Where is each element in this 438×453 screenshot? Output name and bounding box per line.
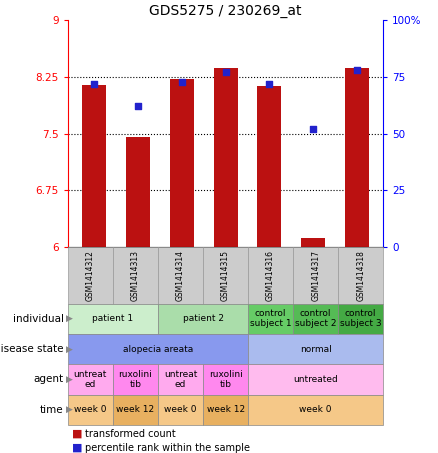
Text: GSM1414315: GSM1414315 [221, 250, 230, 301]
Bar [248, 247, 293, 304]
Point [310, 125, 317, 133]
Bar [113, 247, 158, 304]
Point [134, 103, 141, 110]
Text: patient 1: patient 1 [92, 314, 134, 323]
Bar [113, 395, 158, 425]
Text: GSM1414313: GSM1414313 [131, 250, 140, 301]
Point [222, 69, 229, 76]
Text: control
subject 2: control subject 2 [295, 309, 336, 328]
Text: week 0: week 0 [300, 405, 332, 414]
Bar [82, 85, 106, 247]
Text: agent: agent [33, 374, 64, 385]
Bar [68, 364, 113, 395]
Text: normal: normal [300, 345, 332, 353]
Text: alopecia areata: alopecia areata [123, 345, 193, 353]
Bar [293, 304, 338, 334]
Bar [68, 395, 113, 425]
Text: week 12: week 12 [206, 405, 245, 414]
Bar [301, 238, 325, 247]
Text: untreated: untreated [293, 375, 338, 384]
Point [353, 67, 360, 74]
Text: GSM1414316: GSM1414316 [266, 250, 275, 301]
Title: GDS5275 / 230269_at: GDS5275 / 230269_at [149, 4, 302, 18]
Bar [338, 247, 383, 304]
Bar [158, 304, 248, 334]
Bar [158, 395, 203, 425]
Text: week 0: week 0 [74, 405, 107, 414]
Bar [248, 395, 383, 425]
Text: untreat
ed: untreat ed [74, 370, 107, 389]
Bar [203, 364, 248, 395]
Text: ruxolini
tib: ruxolini tib [208, 370, 243, 389]
Bar [203, 247, 248, 304]
Bar [158, 364, 203, 395]
Bar [248, 334, 383, 364]
Text: week 12: week 12 [117, 405, 155, 414]
Bar [170, 79, 194, 247]
Text: control
subject 3: control subject 3 [340, 309, 381, 328]
Bar [158, 247, 203, 304]
Bar [214, 68, 238, 247]
Text: GSM1414312: GSM1414312 [86, 250, 95, 301]
Text: GSM1414318: GSM1414318 [356, 250, 365, 301]
Bar [248, 364, 383, 395]
Bar [113, 364, 158, 395]
Text: percentile rank within the sample: percentile rank within the sample [85, 443, 251, 453]
Bar [126, 137, 150, 247]
Text: transformed count: transformed count [85, 429, 176, 439]
Text: individual: individual [13, 313, 64, 324]
Text: patient 2: patient 2 [183, 314, 223, 323]
Text: untreat
ed: untreat ed [164, 370, 197, 389]
Text: control
subject 1: control subject 1 [250, 309, 291, 328]
Text: time: time [40, 405, 64, 415]
Bar [203, 395, 248, 425]
Point [266, 80, 273, 87]
Bar [338, 304, 383, 334]
Bar [248, 304, 293, 334]
Text: ▶: ▶ [66, 405, 73, 414]
Text: ■: ■ [72, 429, 83, 439]
Text: ruxolini
tib: ruxolini tib [119, 370, 152, 389]
Text: ■: ■ [72, 443, 83, 453]
Point [178, 78, 185, 85]
Bar [68, 247, 113, 304]
Text: ▶: ▶ [66, 314, 73, 323]
Bar [258, 86, 282, 247]
Bar [68, 304, 158, 334]
Text: ▶: ▶ [66, 345, 73, 353]
Text: GSM1414314: GSM1414314 [176, 250, 185, 301]
Bar [68, 334, 248, 364]
Bar [345, 68, 369, 247]
Bar [293, 247, 338, 304]
Text: week 0: week 0 [164, 405, 197, 414]
Text: disease state: disease state [0, 344, 64, 354]
Text: ▶: ▶ [66, 375, 73, 384]
Point [91, 80, 98, 87]
Text: GSM1414317: GSM1414317 [311, 250, 320, 301]
